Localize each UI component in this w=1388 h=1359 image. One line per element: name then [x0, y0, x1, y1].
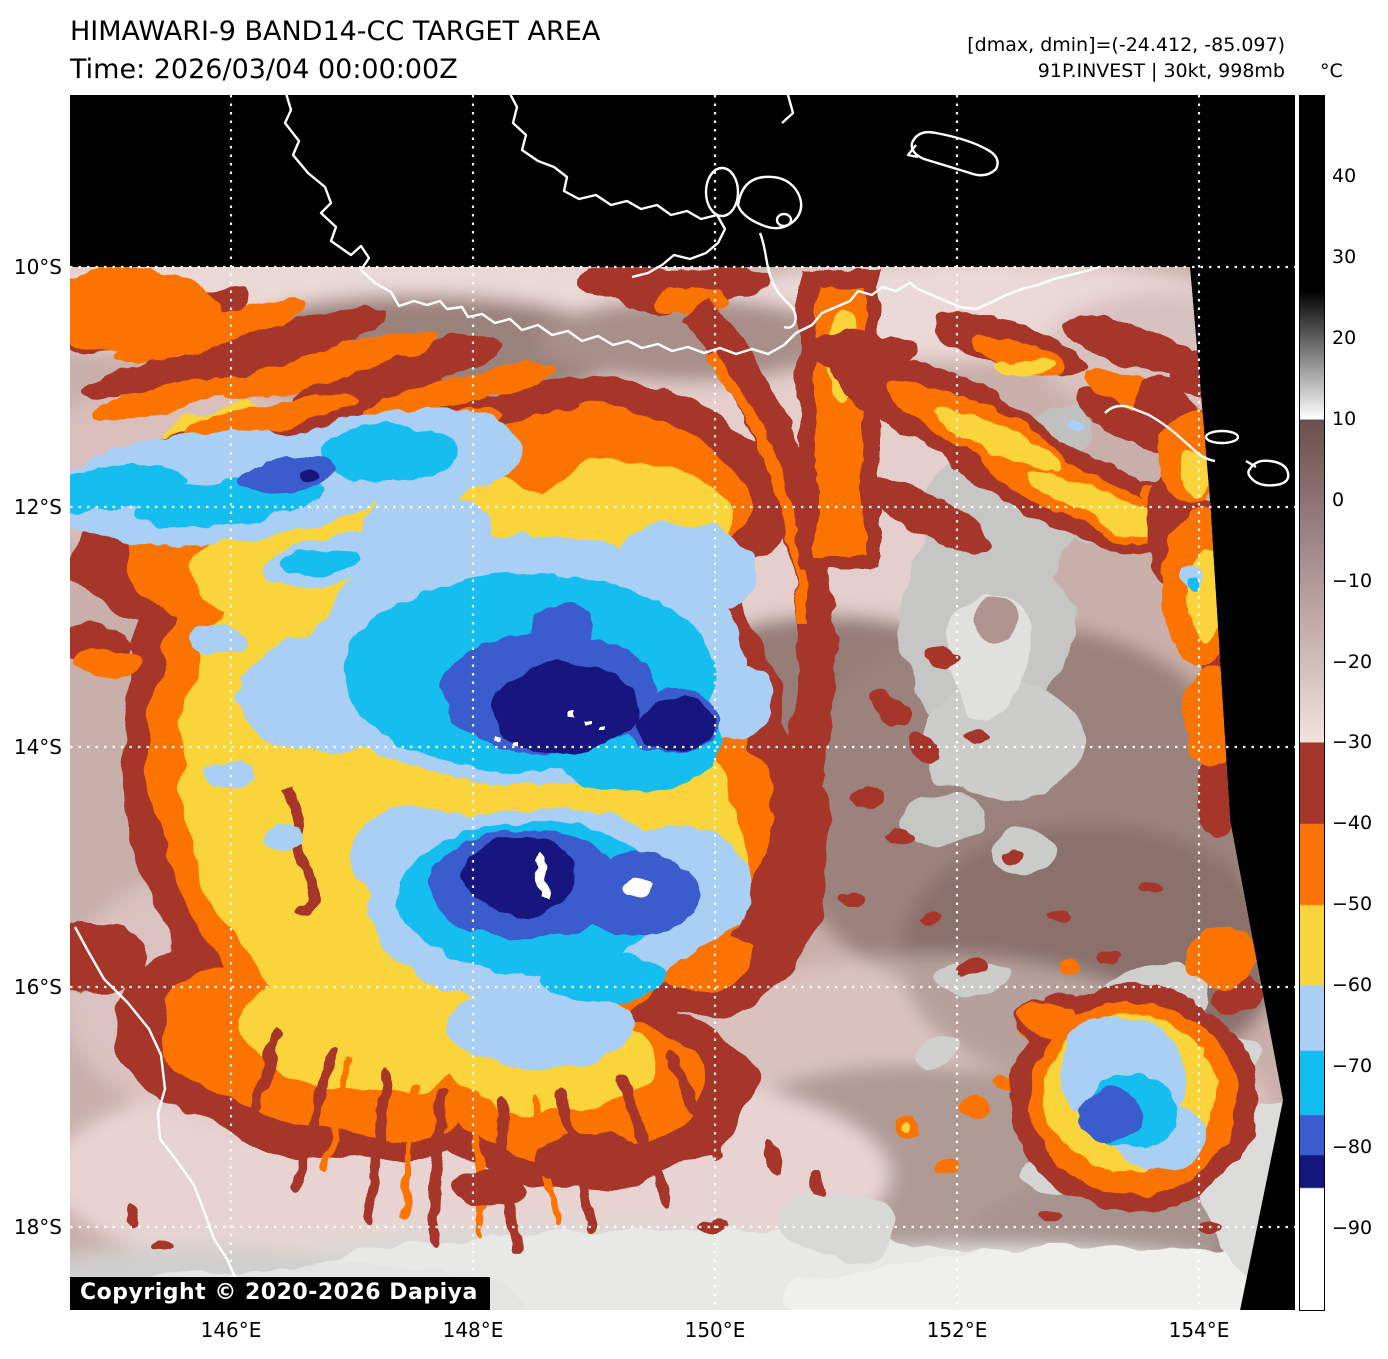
storm-info-label: 91P.INVEST | 30kt, 998mb [1037, 60, 1285, 82]
lon-tick-154e: 154°E [1168, 1318, 1230, 1342]
upper-cold-core [240, 488, 773, 792]
colorbar-gradient [1299, 95, 1325, 1311]
big-island-outline [906, 130, 999, 177]
satellite-map: Copyright © 2020-2026 Dapiya [70, 95, 1295, 1310]
island-chain [758, 232, 797, 329]
colorbar-tick: −70 [1332, 1055, 1373, 1077]
colorbar-tick: −10 [1332, 570, 1373, 592]
louisiade-chain [1104, 404, 1216, 463]
copyright-badge: Copyright © 2020-2026 Dapiya [70, 1277, 490, 1310]
colorbar-tick: −80 [1332, 1136, 1373, 1158]
satellite-imagery [70, 95, 1295, 1310]
lon-tick-146e: 146°E [200, 1318, 262, 1342]
lat-tick-16s: 16°S [13, 975, 62, 999]
lat-tick-10s: 10°S [13, 255, 62, 279]
island-outline [1245, 459, 1290, 487]
southern-spikes [240, 1025, 725, 1255]
colorbar-tick: 10 [1332, 408, 1357, 430]
header-stats: [dmax, dmin]=(-24.412, -85.097) 91P.INVE… [967, 32, 1285, 84]
islet-outline [775, 212, 793, 228]
colorbar-tick: 40 [1332, 165, 1357, 187]
graticule [70, 95, 1295, 1310]
colorbar-tick: −40 [1332, 812, 1373, 834]
lon-tick-152e: 152°E [926, 1318, 988, 1342]
colorbar-tick: −20 [1332, 651, 1373, 673]
png-tail-coast [509, 95, 727, 279]
lat-tick-12s: 12°S [13, 495, 62, 519]
colorbar-tick: 0 [1332, 489, 1345, 511]
island-outline [704, 166, 740, 218]
coast-fragment [781, 95, 795, 124]
png-south-coast [283, 95, 1101, 356]
colorbar-tick: −60 [1332, 974, 1373, 996]
island-outline [736, 175, 803, 230]
lon-tick-148e: 148°E [442, 1318, 504, 1342]
lat-tick-18s: 18°S [13, 1215, 62, 1239]
colorbar-tick: −30 [1332, 731, 1373, 753]
bottom-right-storm [1009, 984, 1257, 1212]
lat-tick-14s: 14°S [13, 735, 62, 759]
colorbar-tick: 30 [1332, 246, 1357, 268]
colorbar-tick: −90 [1332, 1217, 1373, 1239]
ir-imagery-layer [70, 267, 1283, 1310]
coastlines [73, 95, 1290, 1310]
colorbar-tick: 20 [1332, 327, 1357, 349]
colorbar-unit-label: °C [1320, 60, 1343, 82]
lon-tick-150e: 150°E [684, 1318, 746, 1342]
islet-outline [1204, 429, 1240, 445]
colorbar-tick: −50 [1332, 893, 1373, 915]
page-title: HIMAWARI-9 BAND14-CC TARGET AREA [70, 16, 601, 47]
lower-cold-core [350, 805, 754, 1069]
time-label: Time: 2026/03/04 00:00:00Z [70, 54, 458, 85]
dmax-dmin-label: [dmax, dmin]=(-24.412, -85.097) [967, 34, 1285, 56]
